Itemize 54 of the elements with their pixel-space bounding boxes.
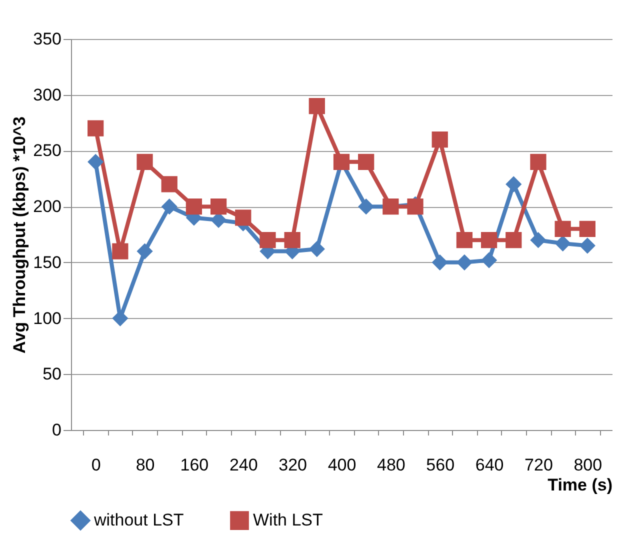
point	[260, 232, 276, 248]
point	[210, 198, 227, 215]
point	[554, 235, 571, 252]
x-tick-label: 400	[328, 456, 356, 474]
point	[530, 232, 546, 248]
point	[161, 198, 178, 215]
point	[235, 210, 252, 226]
point	[480, 232, 498, 248]
y-tick-label: 100	[33, 308, 62, 328]
point	[579, 220, 596, 237]
point	[136, 243, 153, 260]
point	[88, 120, 104, 136]
point	[456, 232, 473, 248]
point	[284, 232, 300, 248]
point	[161, 176, 178, 192]
x-tick-label: 0	[91, 456, 101, 474]
point	[456, 254, 473, 270]
x-tick-label: 560	[426, 456, 455, 474]
point	[308, 98, 325, 114]
point	[186, 198, 202, 215]
point	[579, 238, 596, 254]
y-tick-label: 200	[33, 197, 62, 216]
y-tick-label: 350	[33, 30, 62, 48]
legend-label: With LST	[253, 510, 323, 530]
point	[432, 131, 448, 148]
point	[112, 243, 128, 260]
x-axis-title: Time (s)	[548, 476, 612, 494]
y-tick-label: 300	[33, 85, 62, 104]
x-tick-label: 480	[376, 456, 406, 474]
x-tick-label: 80	[136, 456, 155, 474]
y-axis-title: Avg Throughput (kbps) *10^3	[10, 116, 30, 354]
y-tick-label: 0	[52, 420, 62, 440]
point	[88, 154, 104, 170]
point	[358, 154, 374, 170]
point	[308, 240, 325, 258]
x-tick-label: 800	[574, 456, 602, 474]
point	[506, 176, 522, 192]
point	[554, 220, 571, 237]
x-tick-label: 320	[278, 456, 308, 474]
x-tick-label: 240	[229, 456, 258, 474]
point	[480, 252, 498, 268]
point	[358, 198, 374, 215]
x-tick-label: 640	[475, 456, 504, 474]
point	[136, 154, 153, 170]
point	[530, 154, 546, 170]
legend-label: without LST	[93, 510, 184, 530]
x-tick-label: 720	[524, 456, 553, 474]
y-tick-label: 50	[42, 364, 62, 384]
y-tick-label: 250	[33, 141, 62, 160]
y-tick-label: 150	[33, 252, 62, 272]
point	[407, 198, 424, 215]
x-tick-label: 160	[180, 456, 209, 474]
point	[506, 232, 522, 248]
point	[432, 254, 448, 270]
